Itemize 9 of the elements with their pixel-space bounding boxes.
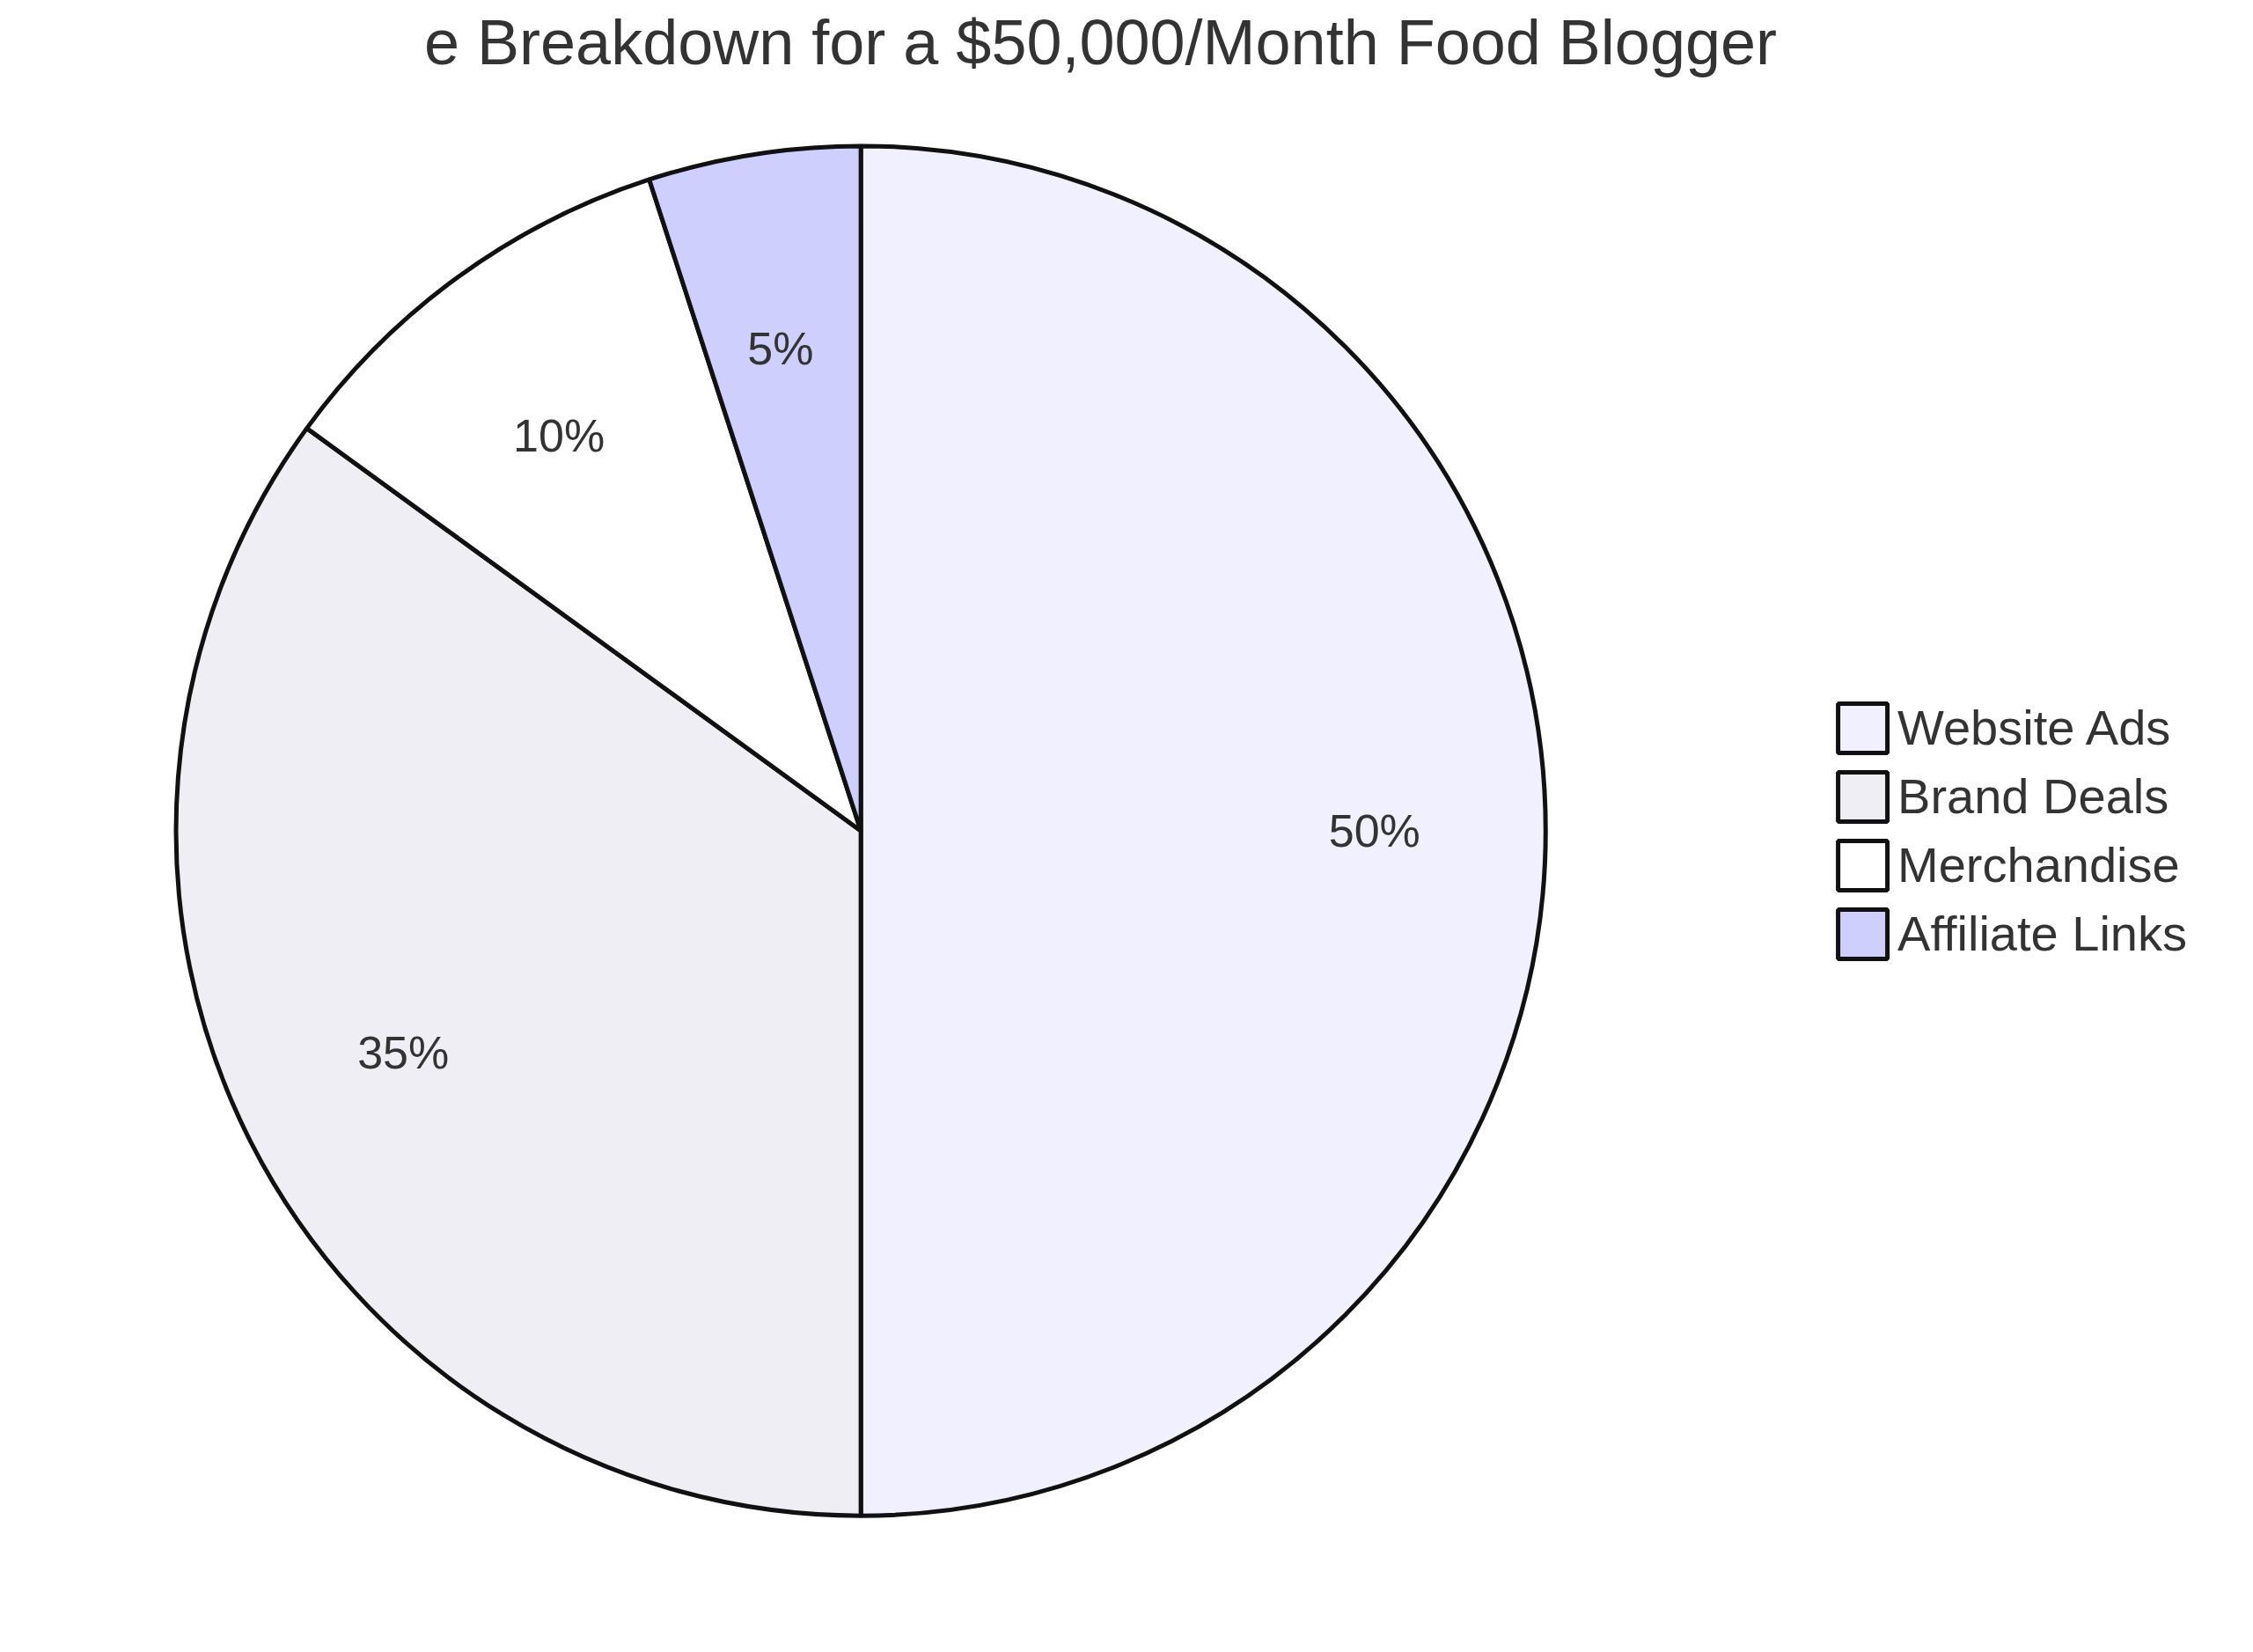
legend-label: Brand Deals [1897, 767, 2169, 825]
legend-label: Affiliate Links [1897, 905, 2187, 962]
legend-label: Merchandise [1897, 836, 2180, 893]
data-label: 5% [747, 322, 814, 374]
data-label: 35% [357, 1027, 450, 1079]
data-label: 10% [513, 409, 605, 461]
data-label: 50% [1328, 805, 1420, 856]
chart-title: e Breakdown for a $50,000/Month Food Blogger [424, 6, 1777, 77]
legend-label: Website Ads [1897, 699, 2171, 756]
